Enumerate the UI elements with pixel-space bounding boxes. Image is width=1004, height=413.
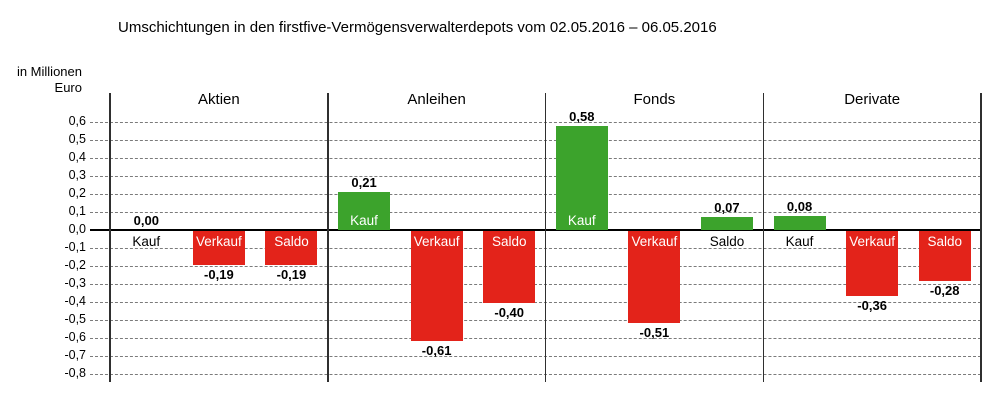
y-axis-unit-line2: Euro xyxy=(54,80,82,95)
y-tick-label: -0,1 xyxy=(64,240,86,254)
gridline xyxy=(90,157,981,159)
bar-category-label: Verkauf xyxy=(195,234,242,249)
bar-category-label: Verkauf xyxy=(413,234,460,249)
y-tick-label: -0,8 xyxy=(64,366,86,380)
y-tick-label: 0,6 xyxy=(68,114,86,128)
bar-category-label: Kauf xyxy=(350,213,378,228)
gridline xyxy=(90,121,981,123)
group-separator xyxy=(327,93,329,382)
y-axis-unit-line1: in Millionen xyxy=(16,64,82,79)
y-tick-label: 0,4 xyxy=(68,150,86,164)
gridline xyxy=(90,139,981,141)
bar-category-label: Kauf xyxy=(567,213,596,228)
y-axis-unit-label: in Millionen Euro xyxy=(8,64,82,96)
bar-category-label: Kauf xyxy=(132,234,161,249)
bar-derivate-kauf xyxy=(773,215,826,230)
y-tick-label: -0,4 xyxy=(64,294,86,308)
bar-category-label: Kauf xyxy=(785,234,814,249)
group-title-fonds: Fonds xyxy=(633,91,676,108)
bar-value-label: -0,51 xyxy=(639,324,670,340)
y-tick-label: 0,1 xyxy=(68,204,86,218)
gridline xyxy=(90,193,981,195)
chart-title: Umschichtungen in den firstfive-Vermögen… xyxy=(118,19,717,36)
bar-aktien-saldo xyxy=(265,231,318,266)
bar-anleihen-saldo xyxy=(483,231,536,303)
bar-value-label: -0,36 xyxy=(857,297,887,313)
bar-derivate-saldo xyxy=(918,231,971,282)
plot-right-border xyxy=(980,93,982,382)
y-tick-label: -0,5 xyxy=(64,312,86,326)
y-tick-label: -0,3 xyxy=(64,276,86,290)
bar-value-label: -0,19 xyxy=(204,267,234,283)
bar-aktien-verkauf xyxy=(192,231,245,266)
y-axis-line xyxy=(109,93,111,382)
y-tick-label: 0,2 xyxy=(68,186,86,200)
bar-derivate-verkauf xyxy=(846,231,899,296)
bar-anleihen-verkauf xyxy=(410,231,463,341)
gridline xyxy=(90,247,981,249)
group-separator xyxy=(762,93,764,382)
gridline xyxy=(90,319,981,321)
gridline xyxy=(90,211,981,213)
bar-fonds-verkauf xyxy=(628,231,681,323)
gridline xyxy=(90,355,981,357)
y-tick-label: 0,3 xyxy=(68,168,86,182)
bar-value-label: 0,00 xyxy=(133,213,159,228)
bar-value-label: -0,61 xyxy=(421,342,452,358)
bar-category-label: Saldo xyxy=(491,234,527,249)
bar-value-label: 0,58 xyxy=(569,108,595,124)
gridline xyxy=(90,373,981,375)
bar-fonds-kauf xyxy=(555,125,608,230)
bar-category-label: Verkauf xyxy=(631,234,678,249)
bar-value-label: -0,40 xyxy=(494,305,525,320)
y-tick-label: -0,7 xyxy=(64,348,86,362)
y-tick-label: 0,5 xyxy=(68,132,86,146)
zero-axis-line xyxy=(90,229,981,231)
bar-value-label: 0,21 xyxy=(351,175,377,191)
gridline xyxy=(90,337,981,339)
gridline xyxy=(90,301,981,303)
group-title-aktien: Aktien xyxy=(198,91,240,108)
bar-value-label: 0,08 xyxy=(786,198,813,214)
bar-value-label: 0,07 xyxy=(714,200,740,216)
bar-value-label: -0,19 xyxy=(276,267,307,283)
group-title-derivate: Derivate xyxy=(844,91,901,108)
bar-category-label: Verkauf xyxy=(849,234,896,249)
group-separator xyxy=(544,93,547,382)
bar-category-label: Saldo xyxy=(709,234,745,249)
bar-category-label: Saldo xyxy=(927,234,962,249)
y-tick-label: 0,0 xyxy=(68,222,86,236)
bar-fonds-saldo xyxy=(700,217,753,230)
y-tick-label: -0,2 xyxy=(64,258,86,272)
gridline xyxy=(90,175,981,177)
bar-anleihen-kauf xyxy=(338,192,391,230)
bar-category-label: Saldo xyxy=(274,234,309,249)
y-tick-label: -0,6 xyxy=(64,330,86,344)
group-title-anleihen: Anleihen xyxy=(407,91,466,108)
gridline xyxy=(90,283,981,285)
bar-value-label: -0,28 xyxy=(929,283,960,299)
gridline xyxy=(90,265,981,267)
